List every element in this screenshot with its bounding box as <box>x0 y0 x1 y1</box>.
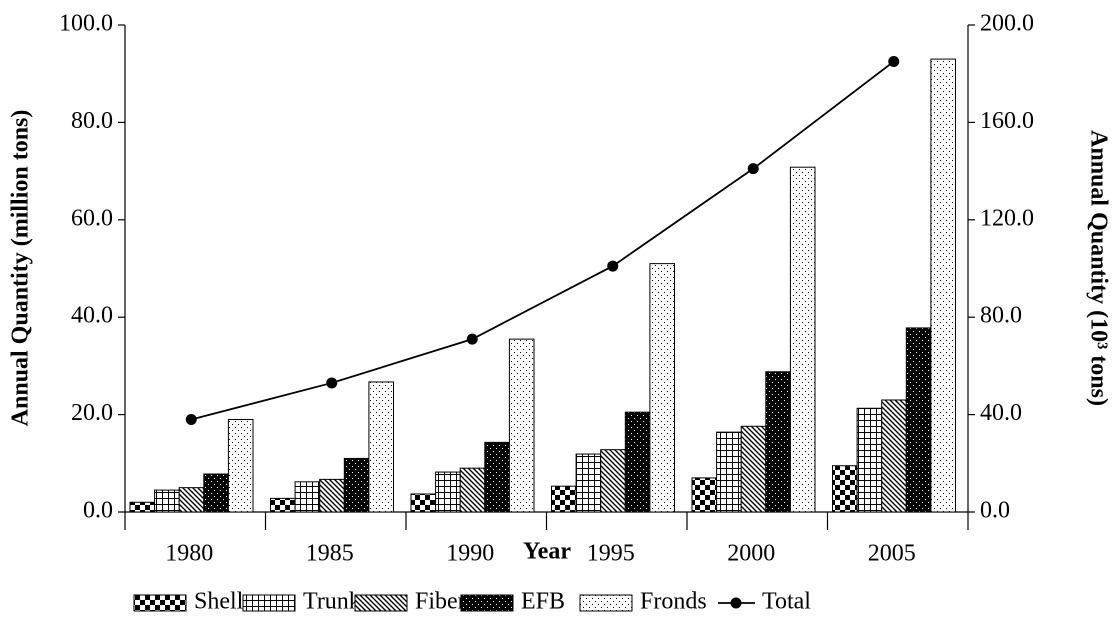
bar <box>508 338 535 513</box>
y2-tick-label: 120.0 <box>980 205 1034 231</box>
bar <box>294 481 321 513</box>
x-tick-label: 1990 <box>446 541 494 567</box>
legend-label: Fiber <box>415 589 466 615</box>
legend-swatch <box>460 594 514 612</box>
y-axis-label: Annual Quantity (million tons) <box>8 110 34 427</box>
bar <box>930 58 957 513</box>
total-point <box>747 163 759 175</box>
bar <box>203 473 229 513</box>
bar <box>227 418 254 513</box>
x-tick-label: 2000 <box>727 541 775 567</box>
y-tick-label: 40.0 <box>71 303 113 329</box>
legend-swatch <box>354 594 408 612</box>
legend-label: Shell <box>194 589 244 615</box>
y-tick-label: 60.0 <box>71 205 113 231</box>
bar <box>343 457 370 513</box>
bar <box>459 467 486 513</box>
bar <box>905 327 932 513</box>
legend-swatch <box>242 594 296 612</box>
bar <box>368 381 394 513</box>
x-tick-label: 1980 <box>165 541 213 567</box>
legend-swatch <box>133 594 187 612</box>
bar <box>600 449 626 513</box>
bar <box>484 441 510 513</box>
bar <box>575 453 602 513</box>
y2-tick-label: 160.0 <box>980 108 1034 134</box>
total-point <box>185 413 197 425</box>
bar <box>765 371 791 513</box>
total-point <box>888 56 900 68</box>
bar <box>551 485 577 513</box>
bar <box>740 425 767 513</box>
bar <box>410 493 437 513</box>
bar <box>832 465 858 513</box>
bar <box>129 501 156 513</box>
x-tick-label: 2005 <box>868 541 916 567</box>
bar <box>624 411 651 513</box>
bar <box>270 497 296 513</box>
total-point <box>466 333 478 345</box>
bar <box>789 166 816 513</box>
bar <box>856 407 883 513</box>
bar <box>154 489 180 513</box>
x-axis-label: Year <box>523 539 571 565</box>
y-tick-label: 20.0 <box>71 400 113 426</box>
bar <box>649 263 676 513</box>
bar <box>178 487 205 513</box>
y2-axis-label: Annual Quantity (10³ tons) <box>1085 130 1111 406</box>
bar <box>319 478 345 513</box>
y-tick-label: 80.0 <box>71 108 113 134</box>
legend-label: Total <box>762 589 811 615</box>
y2-tick-label: 0.0 <box>980 498 1010 524</box>
y2-tick-label: 200.0 <box>980 11 1034 37</box>
legend-swatch <box>579 594 633 612</box>
y2-tick-label: 80.0 <box>980 303 1022 329</box>
legend-label: EFB <box>521 589 565 615</box>
bar <box>435 471 461 513</box>
total-point <box>607 260 619 272</box>
y-tick-label: 100.0 <box>59 11 113 37</box>
bar <box>691 477 718 513</box>
y-tick-label: 0.0 <box>83 498 113 524</box>
bar <box>881 399 907 513</box>
total-point <box>326 377 338 389</box>
bar <box>716 431 742 513</box>
total-line <box>191 60 895 421</box>
legend-label: Fronds <box>640 589 707 615</box>
x-tick-label: 1995 <box>587 541 635 567</box>
legend-point <box>730 597 742 609</box>
x-tick-label: 1985 <box>306 541 354 567</box>
y2-tick-label: 40.0 <box>980 400 1022 426</box>
